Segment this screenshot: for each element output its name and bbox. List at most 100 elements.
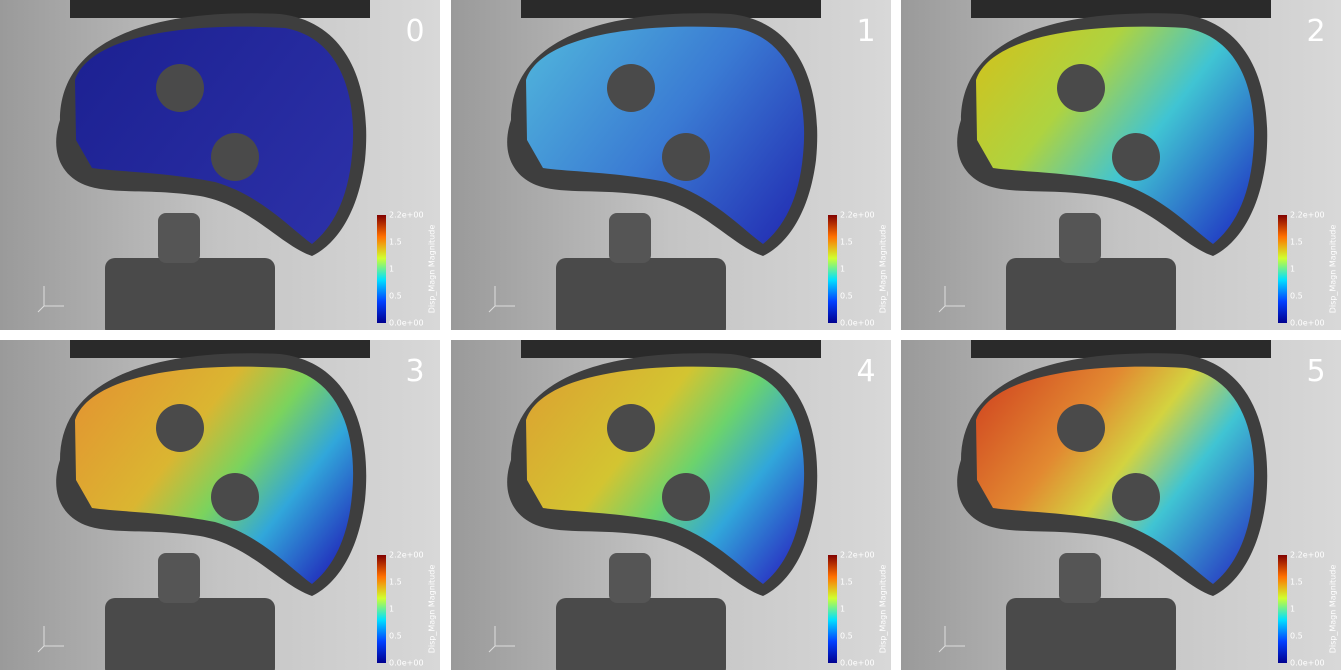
displacement-field [526, 366, 805, 584]
fixture [70, 0, 370, 18]
axes-triad [938, 626, 965, 653]
panel-label: 5 [1306, 354, 1325, 389]
colorbar-tick-label: 1 [1290, 605, 1295, 614]
hole [156, 404, 204, 452]
colorbar-tick-label: 2.2e+00 [389, 211, 424, 220]
colorbar-title: Disp_Magn Magnitude [428, 225, 437, 314]
colorbar-tick-label: 1.5 [840, 578, 853, 587]
hole [607, 64, 655, 112]
colorbar-tick-label: 1.5 [1290, 578, 1303, 587]
colorbar [1278, 215, 1287, 323]
colorbar-title: Disp_Magn Magnitude [879, 225, 888, 314]
neck [1059, 213, 1101, 263]
hole [211, 473, 259, 521]
colorbar-title: Disp_Magn Magnitude [428, 565, 437, 654]
axes-triad [37, 626, 64, 653]
panel-label: 2 [1306, 14, 1325, 49]
cylinder [105, 258, 275, 330]
cylinder [105, 598, 275, 670]
image [0, 0, 440, 330]
hole [662, 473, 710, 521]
colorbar [377, 215, 386, 323]
image [0, 340, 440, 670]
panel-label: 3 [405, 354, 424, 389]
colorbar [1278, 555, 1287, 663]
colorbar-tick-label: 0.5 [1290, 292, 1303, 301]
image [901, 0, 1341, 330]
panel: 5 2.2e+00 1.5 1 0.5 0.0e+00 Disp_Magn Magnitud… [901, 340, 1341, 670]
colorbar-tick-label: 0.0e+00 [389, 659, 424, 668]
fixture [521, 340, 821, 358]
colorbar-tick-label: 1 [389, 265, 394, 274]
colorbar-title: Disp_Magn Magnitude [879, 565, 888, 654]
panel: 0 2.2e+00 1.5 1 0.5 0.0e+00 Disp_Magn Magnitud… [0, 0, 440, 330]
colorbar [377, 555, 386, 663]
panel: 4 2.2e+00 1.5 1 0.5 0.0e+00 Disp_Magn Magnitud… [451, 340, 891, 670]
axes-triad [488, 626, 515, 653]
axes-triad [488, 286, 515, 313]
colorbar-title: Disp_Magn Magnitude [1329, 225, 1338, 314]
colorbar-tick-label: 2.2e+00 [389, 551, 424, 560]
cylinder [1006, 258, 1176, 330]
neck [609, 553, 651, 603]
fixture [971, 340, 1271, 358]
image [451, 0, 891, 330]
colorbar-tick-label: 1.5 [389, 578, 402, 587]
panel-label: 4 [856, 354, 875, 389]
displacement-field [526, 26, 805, 245]
cylinder [556, 258, 726, 330]
hole [1057, 64, 1105, 112]
fixture [70, 340, 370, 358]
colorbar-tick-label: 1 [840, 265, 845, 274]
panel: 1 2.2e+00 1.5 1 0.5 0.0e+00 Disp_Magn Magnitud… [451, 0, 891, 330]
cylinder [556, 598, 726, 670]
hole [211, 133, 259, 181]
neck [1059, 553, 1101, 603]
colorbar-tick-label: 1.5 [389, 238, 402, 247]
colorbar [828, 555, 837, 663]
colorbar-tick-label: 0.0e+00 [389, 319, 424, 328]
image [901, 340, 1341, 670]
panel-label: 1 [856, 14, 875, 49]
colorbar [828, 215, 837, 323]
fixture [971, 0, 1271, 18]
panel: 3 2.2e+00 1.5 1 0.5 0.0e+00 Disp_Magn Magnitud… [0, 340, 440, 670]
colorbar-title: Disp_Magn Magnitude [1329, 565, 1338, 654]
fixture [521, 0, 821, 18]
displacement-field [976, 366, 1255, 584]
colorbar-tick-label: 0.5 [389, 292, 402, 301]
colorbar-tick-label: 2.2e+00 [840, 211, 875, 220]
neck [158, 553, 200, 603]
displacement-field [75, 26, 354, 245]
colorbar-tick-label: 2.2e+00 [840, 551, 875, 560]
colorbar-tick-label: 0.5 [389, 632, 402, 641]
panel: 2 2.2e+00 1.5 1 0.5 0.0e+00 Disp_Magn Magnitud… [901, 0, 1341, 330]
hole [156, 64, 204, 112]
colorbar-tick-label: 1 [1290, 265, 1295, 274]
hole [607, 404, 655, 452]
colorbar-tick-label: 0.5 [840, 292, 853, 301]
neck [158, 213, 200, 263]
hole [1057, 404, 1105, 452]
hole [1112, 133, 1160, 181]
colorbar-tick-label: 0.0e+00 [840, 319, 875, 328]
neck [609, 213, 651, 263]
displacement-field [75, 366, 354, 584]
colorbar-tick-label: 0.0e+00 [840, 659, 875, 668]
colorbar-tick-label: 0.0e+00 [1290, 659, 1325, 668]
axes-triad [37, 286, 64, 313]
cylinder [1006, 598, 1176, 670]
colorbar-tick-label: 2.2e+00 [1290, 211, 1325, 220]
axes-triad [938, 286, 965, 313]
displacement-field [976, 26, 1255, 245]
colorbar-tick-label: 1.5 [840, 238, 853, 247]
colorbar-tick-label: 0.5 [1290, 632, 1303, 641]
hole [662, 133, 710, 181]
colorbar-tick-label: 2.2e+00 [1290, 551, 1325, 560]
colorbar-tick-label: 0.0e+00 [1290, 319, 1325, 328]
image [451, 340, 891, 670]
colorbar-tick-label: 1.5 [1290, 238, 1303, 247]
colorbar-tick-label: 0.5 [840, 632, 853, 641]
panel-label: 0 [405, 14, 424, 49]
